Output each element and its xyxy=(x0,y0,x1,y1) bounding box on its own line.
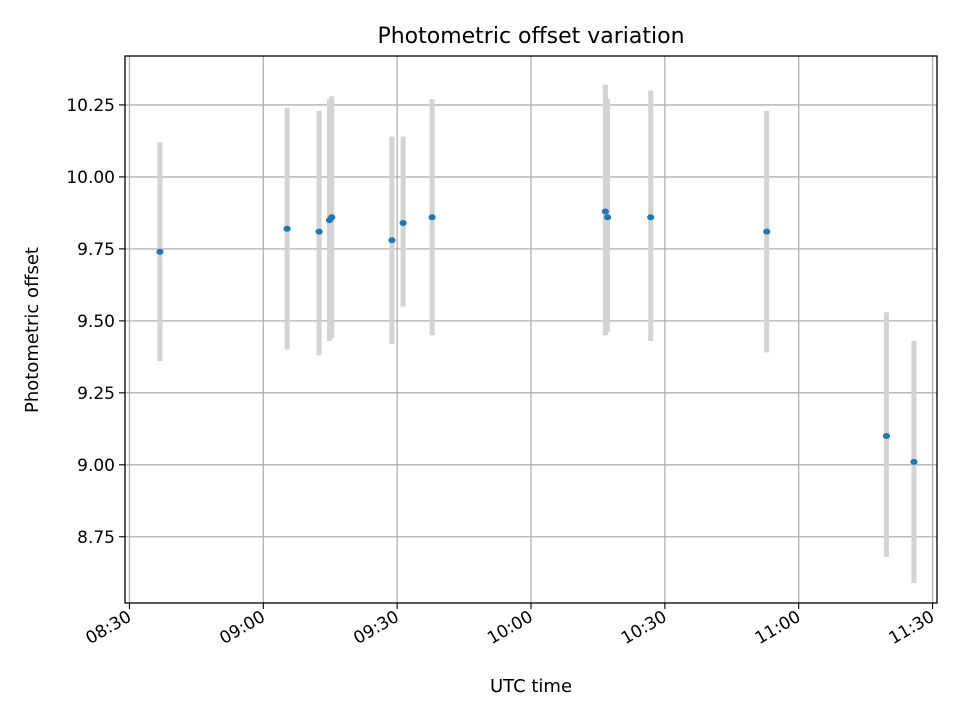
data-point xyxy=(428,214,436,221)
data-point xyxy=(399,219,407,226)
data-point xyxy=(647,214,655,221)
chart-title: Photometric offset variation xyxy=(377,24,684,49)
data-point xyxy=(910,458,918,465)
y-tick-label: 8.75 xyxy=(77,528,115,548)
y-tick-label: 9.50 xyxy=(77,312,115,332)
data-point xyxy=(763,228,771,235)
grid xyxy=(125,56,937,603)
data-point xyxy=(882,433,891,440)
x-tick-label: 08:30 xyxy=(83,607,135,649)
x-axis: 08:30 09:00 09:30 10:00 10:30 11:00 11:30 xyxy=(83,603,938,649)
data-point xyxy=(603,214,612,221)
data-point xyxy=(388,237,396,244)
y-axis-label: Photometric offset xyxy=(22,247,43,413)
data-point xyxy=(328,214,336,221)
x-tick-label: 09:00 xyxy=(216,607,268,649)
x-tick-label: 10:00 xyxy=(484,607,536,649)
x-axis-label: UTC time xyxy=(490,676,572,697)
x-tick-label: 11:00 xyxy=(752,607,804,649)
y-tick-label: 10.00 xyxy=(66,168,115,188)
y-tick-label: 10.25 xyxy=(66,96,115,116)
data-point xyxy=(315,228,323,235)
x-tick-label: 09:30 xyxy=(350,607,402,649)
y-tick-label: 9.75 xyxy=(77,240,115,260)
data-points xyxy=(156,208,918,465)
data-point xyxy=(156,248,164,255)
y-tick-label: 9.25 xyxy=(77,384,115,404)
y-axis: 8.75 9.00 9.25 9.50 9.75 10.00 10.25 xyxy=(66,96,125,548)
error-bars xyxy=(157,84,917,583)
x-tick-label: 10:30 xyxy=(618,607,670,649)
data-point xyxy=(601,208,609,215)
x-tick-label: 11:30 xyxy=(886,607,938,649)
data-point xyxy=(283,225,291,232)
y-tick-label: 9.00 xyxy=(77,456,115,476)
